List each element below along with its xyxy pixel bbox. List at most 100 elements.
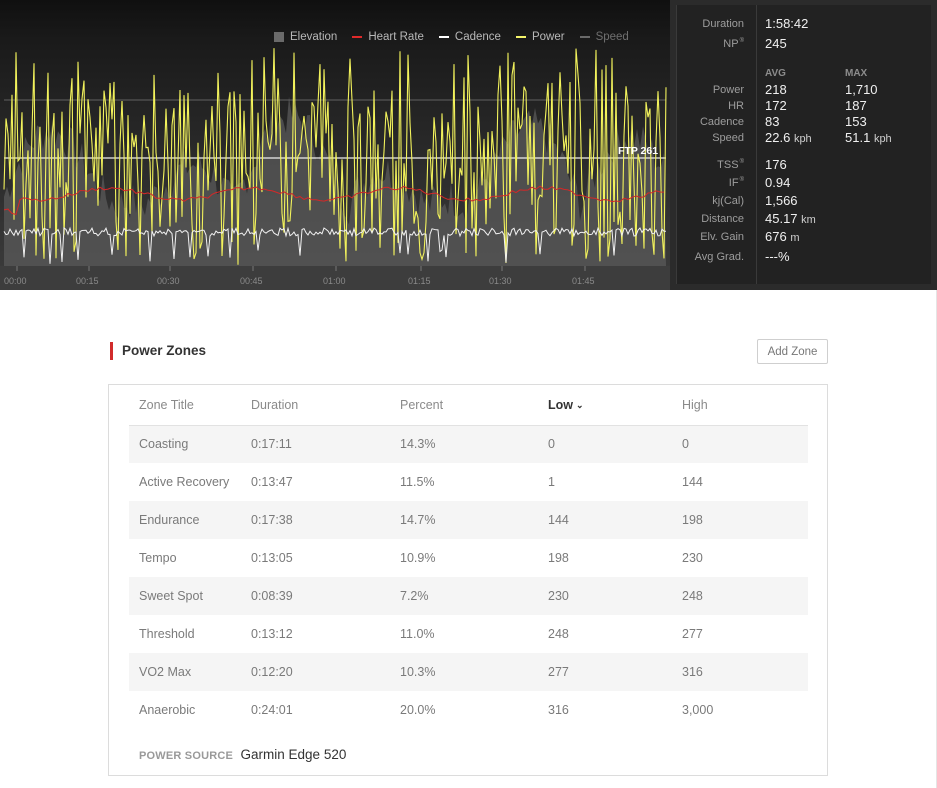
stats-divider — [756, 5, 757, 284]
duration-cell: 0:12:20 — [251, 653, 400, 691]
percent-cell: 10.9% — [400, 551, 436, 565]
column-header-high[interactable]: High — [682, 385, 808, 426]
ride-overview-panel: FTP 261 00:00 00:15 00:30 00:45 01:00 01:15 01:… — [0, 0, 937, 290]
chart-legend: Elevation Heart Rate Cadence Power Speed — [274, 31, 629, 43]
legend-label: Heart Rate — [368, 31, 424, 43]
zone-title-cell: Anaerobic — [139, 703, 196, 717]
x-tick-label: 01:00 — [323, 276, 346, 286]
low-cell: 248 — [548, 627, 569, 641]
hr-max: 187 — [845, 98, 867, 113]
legend-swatch-icon — [579, 36, 590, 38]
legend-item-heart-rate[interactable]: Heart Rate — [352, 31, 424, 43]
column-header-duration[interactable]: Duration — [251, 385, 400, 426]
power-source-label: POWER SOURCE — [139, 750, 234, 762]
zone-title-cell: Coasting — [129, 425, 251, 463]
x-tick-label: 00:45 — [240, 276, 263, 286]
legend-label: Cadence — [454, 31, 501, 43]
zone-title-cell: VO2 Max — [129, 653, 251, 691]
cadence-max: 153 — [845, 114, 867, 129]
distance-label: Distance — [701, 213, 744, 225]
avg-grade-value: ---% — [765, 249, 790, 264]
x-axis-band — [0, 266, 670, 290]
x-tick-label: 00:15 — [76, 276, 99, 286]
legend-label: Speed — [595, 31, 629, 43]
legend-swatch-icon — [274, 32, 284, 42]
power-source: POWER SOURCE Garmin Edge 520 — [139, 746, 346, 764]
power-avg: 218 — [765, 82, 787, 97]
kj-label: kj(Cal) — [712, 195, 744, 207]
power-zones-card: Zone Title Duration Percent Low ⌄ High Co… — [108, 384, 828, 776]
np-value: 245 — [765, 36, 787, 51]
high-cell: 230 — [682, 551, 703, 565]
low-cell: 144 — [548, 501, 682, 539]
avg-grade-label: Avg Grad. — [694, 251, 744, 263]
percent-cell: 10.3% — [400, 653, 548, 691]
high-cell: 198 — [682, 501, 808, 539]
duration-cell: 0:13:05 — [251, 551, 293, 565]
legend-swatch-icon — [515, 36, 526, 38]
duration-label: Duration — [702, 18, 744, 30]
legend-item-elevation[interactable]: Elevation — [274, 31, 337, 43]
speed-max: 51.1 kph — [845, 130, 892, 145]
table-header-row: Zone Title Duration Percent Low ⌄ High — [129, 385, 808, 426]
high-cell: 3,000 — [682, 703, 714, 717]
column-header-percent[interactable]: Percent — [400, 385, 548, 426]
table-row: Sweet Spot 0:08:39 7.2% 230 248 — [129, 577, 808, 615]
kj-value: 1,566 — [765, 193, 798, 208]
percent-cell: 11.5% — [400, 475, 435, 489]
duration-value: 1:58:42 — [765, 16, 809, 31]
power-max: 1,710 — [845, 82, 878, 97]
percent-cell: 20.0% — [400, 703, 436, 717]
tss-value: 176 — [765, 157, 787, 172]
elevation-gain-value: 676 m — [765, 229, 800, 244]
speed-avg: 22.6 kph — [765, 130, 812, 145]
low-cell: 1 — [548, 475, 555, 489]
add-zone-button[interactable]: Add Zone — [757, 339, 828, 364]
duration-cell: 0:08:39 — [251, 577, 400, 615]
heart-rate-series — [3, 185, 665, 216]
hr-label: HR — [728, 100, 744, 112]
legend-swatch-icon — [438, 36, 449, 38]
zone-title-cell: Tempo — [139, 551, 177, 565]
x-tick-label: 00:30 — [157, 276, 180, 286]
avg-header: AVG — [765, 68, 786, 79]
percent-cell: 11.0% — [400, 627, 435, 641]
high-cell: 316 — [682, 653, 808, 691]
power-zones-title: Power Zones — [122, 343, 207, 358]
legend-item-power[interactable]: Power — [515, 31, 565, 43]
low-cell: 316 — [548, 703, 569, 717]
ride-stats-panel: Duration 1:58:42 NP® 245 AVG MAX Power 2… — [676, 5, 931, 284]
ride-chart[interactable]: FTP 261 00:00 00:15 00:30 00:45 01:00 01:15 01:… — [0, 0, 670, 290]
low-cell: 0 — [548, 425, 682, 463]
table-row: VO2 Max 0:12:20 10.3% 277 316 — [129, 653, 808, 691]
column-header-low[interactable]: Low ⌄ — [548, 385, 682, 426]
zone-title-cell: Sweet Spot — [129, 577, 251, 615]
legend-item-speed[interactable]: Speed — [579, 31, 629, 43]
table-row: Tempo 0:13:05 10.9% 198 230 — [129, 539, 808, 577]
high-cell: 277 — [682, 627, 703, 641]
high-cell: 248 — [682, 577, 808, 615]
table-row: Threshold 0:13:12 11.0% 248 277 — [129, 615, 808, 653]
percent-cell: 14.3% — [400, 425, 548, 463]
cadence-series — [3, 226, 667, 264]
elevation-gain-label: Elv. Gain — [700, 231, 744, 243]
np-label: NP® — [723, 38, 744, 50]
table-row: Active Recovery 0:13:47 11.5% 1 144 — [129, 463, 808, 501]
column-header-zone-title[interactable]: Zone Title — [129, 385, 251, 426]
legend-item-cadence[interactable]: Cadence — [438, 31, 501, 43]
table-row: Endurance 0:17:38 14.7% 144 198 — [129, 501, 808, 539]
x-tick-label: 01:45 — [572, 276, 595, 286]
low-cell: 230 — [548, 577, 682, 615]
power-zones-body: Coasting 0:17:11 14.3% 0 0 Active Recovery 0:1… — [129, 425, 808, 729]
legend-label: Elevation — [290, 31, 338, 43]
zone-title-cell: Active Recovery — [139, 475, 230, 489]
table-row: Anaerobic 0:24:01 20.0% 316 3,000 — [129, 691, 808, 729]
distance-value: 45.17 km — [765, 211, 816, 226]
zone-title-cell: Threshold — [139, 627, 195, 641]
power-label: Power — [712, 84, 744, 96]
duration-cell: 0:13:47 — [251, 475, 293, 489]
low-cell: 277 — [548, 653, 682, 691]
power-zones-table: Zone Title Duration Percent Low ⌄ High Co… — [129, 385, 808, 729]
if-label: IF® — [728, 177, 744, 189]
ride-chart-svg[interactable]: FTP 261 00:00 00:15 00:30 00:45 01:00 01:15 01:… — [0, 0, 670, 290]
